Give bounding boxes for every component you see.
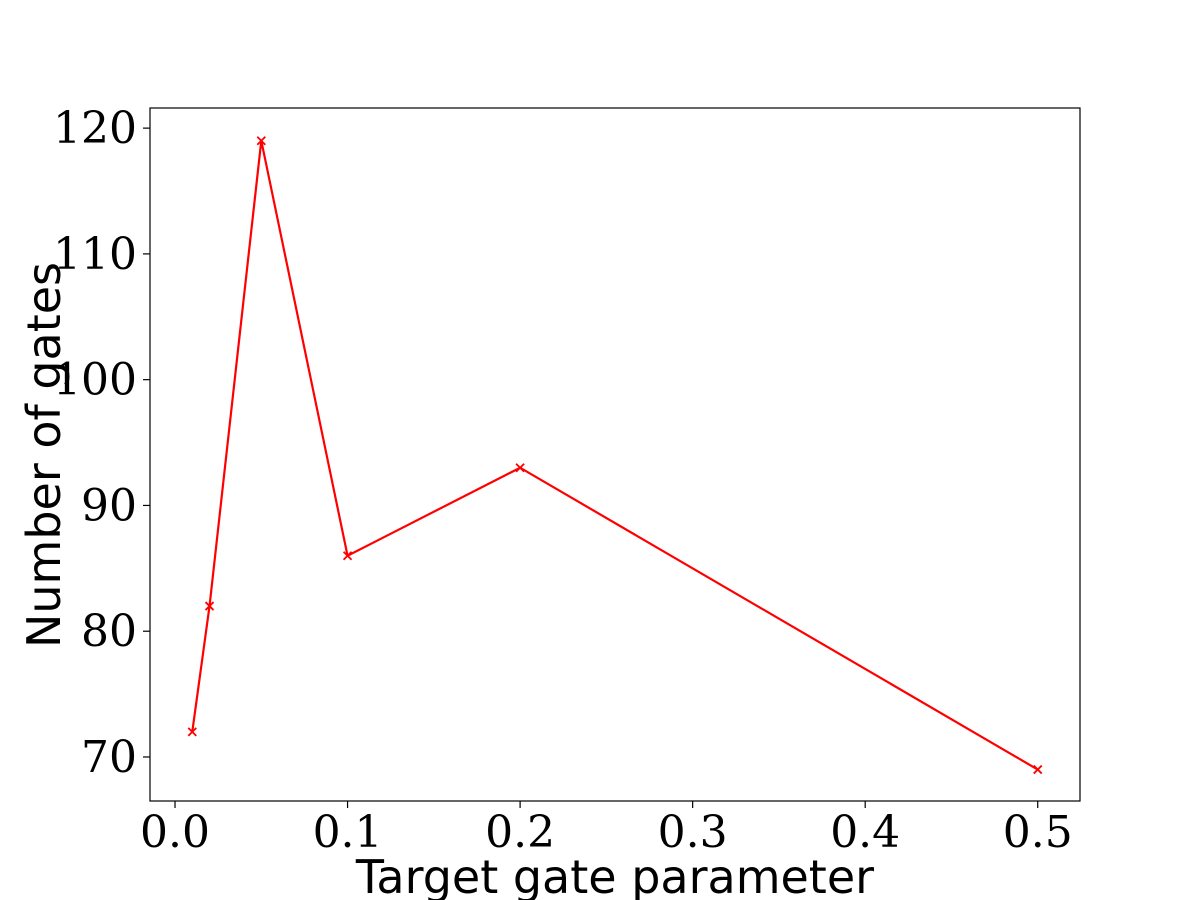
x-axis-label: Target gate parameter xyxy=(355,850,874,900)
x-axis-ticks: 0.0 0.1 0.2 0.3 0.4 0.5 xyxy=(140,801,1073,858)
y-tick-label: 120 xyxy=(53,103,137,154)
y-tick-label: 110 xyxy=(53,229,137,280)
data-point-marker xyxy=(204,601,215,611)
data-point-marker xyxy=(515,463,525,473)
x-tick-label: 0.1 xyxy=(313,807,383,858)
y-tick-label: 90 xyxy=(81,480,137,531)
x-tick-label: 0.5 xyxy=(1003,807,1073,858)
y-tick-label: 80 xyxy=(81,606,137,657)
x-tick-label: 0.2 xyxy=(485,807,555,858)
x-tick-label: 0.3 xyxy=(658,807,728,858)
data-point-marker xyxy=(342,551,353,561)
y-axis-label: Number of gates xyxy=(17,262,71,648)
x-tick-label: 0.0 xyxy=(140,807,210,858)
series-line xyxy=(191,140,1039,771)
data-point-marker xyxy=(256,136,266,146)
plot-area xyxy=(149,107,1081,802)
y-tick-label: 70 xyxy=(81,732,137,783)
y-axis-ticks: 70 80 90 100 110 120 xyxy=(53,103,150,783)
data-point-marker xyxy=(1033,764,1043,775)
series-layer xyxy=(187,136,1043,775)
x-tick-label: 0.4 xyxy=(830,807,900,858)
data-point-marker xyxy=(187,727,197,737)
y-tick-label: 100 xyxy=(53,355,137,406)
